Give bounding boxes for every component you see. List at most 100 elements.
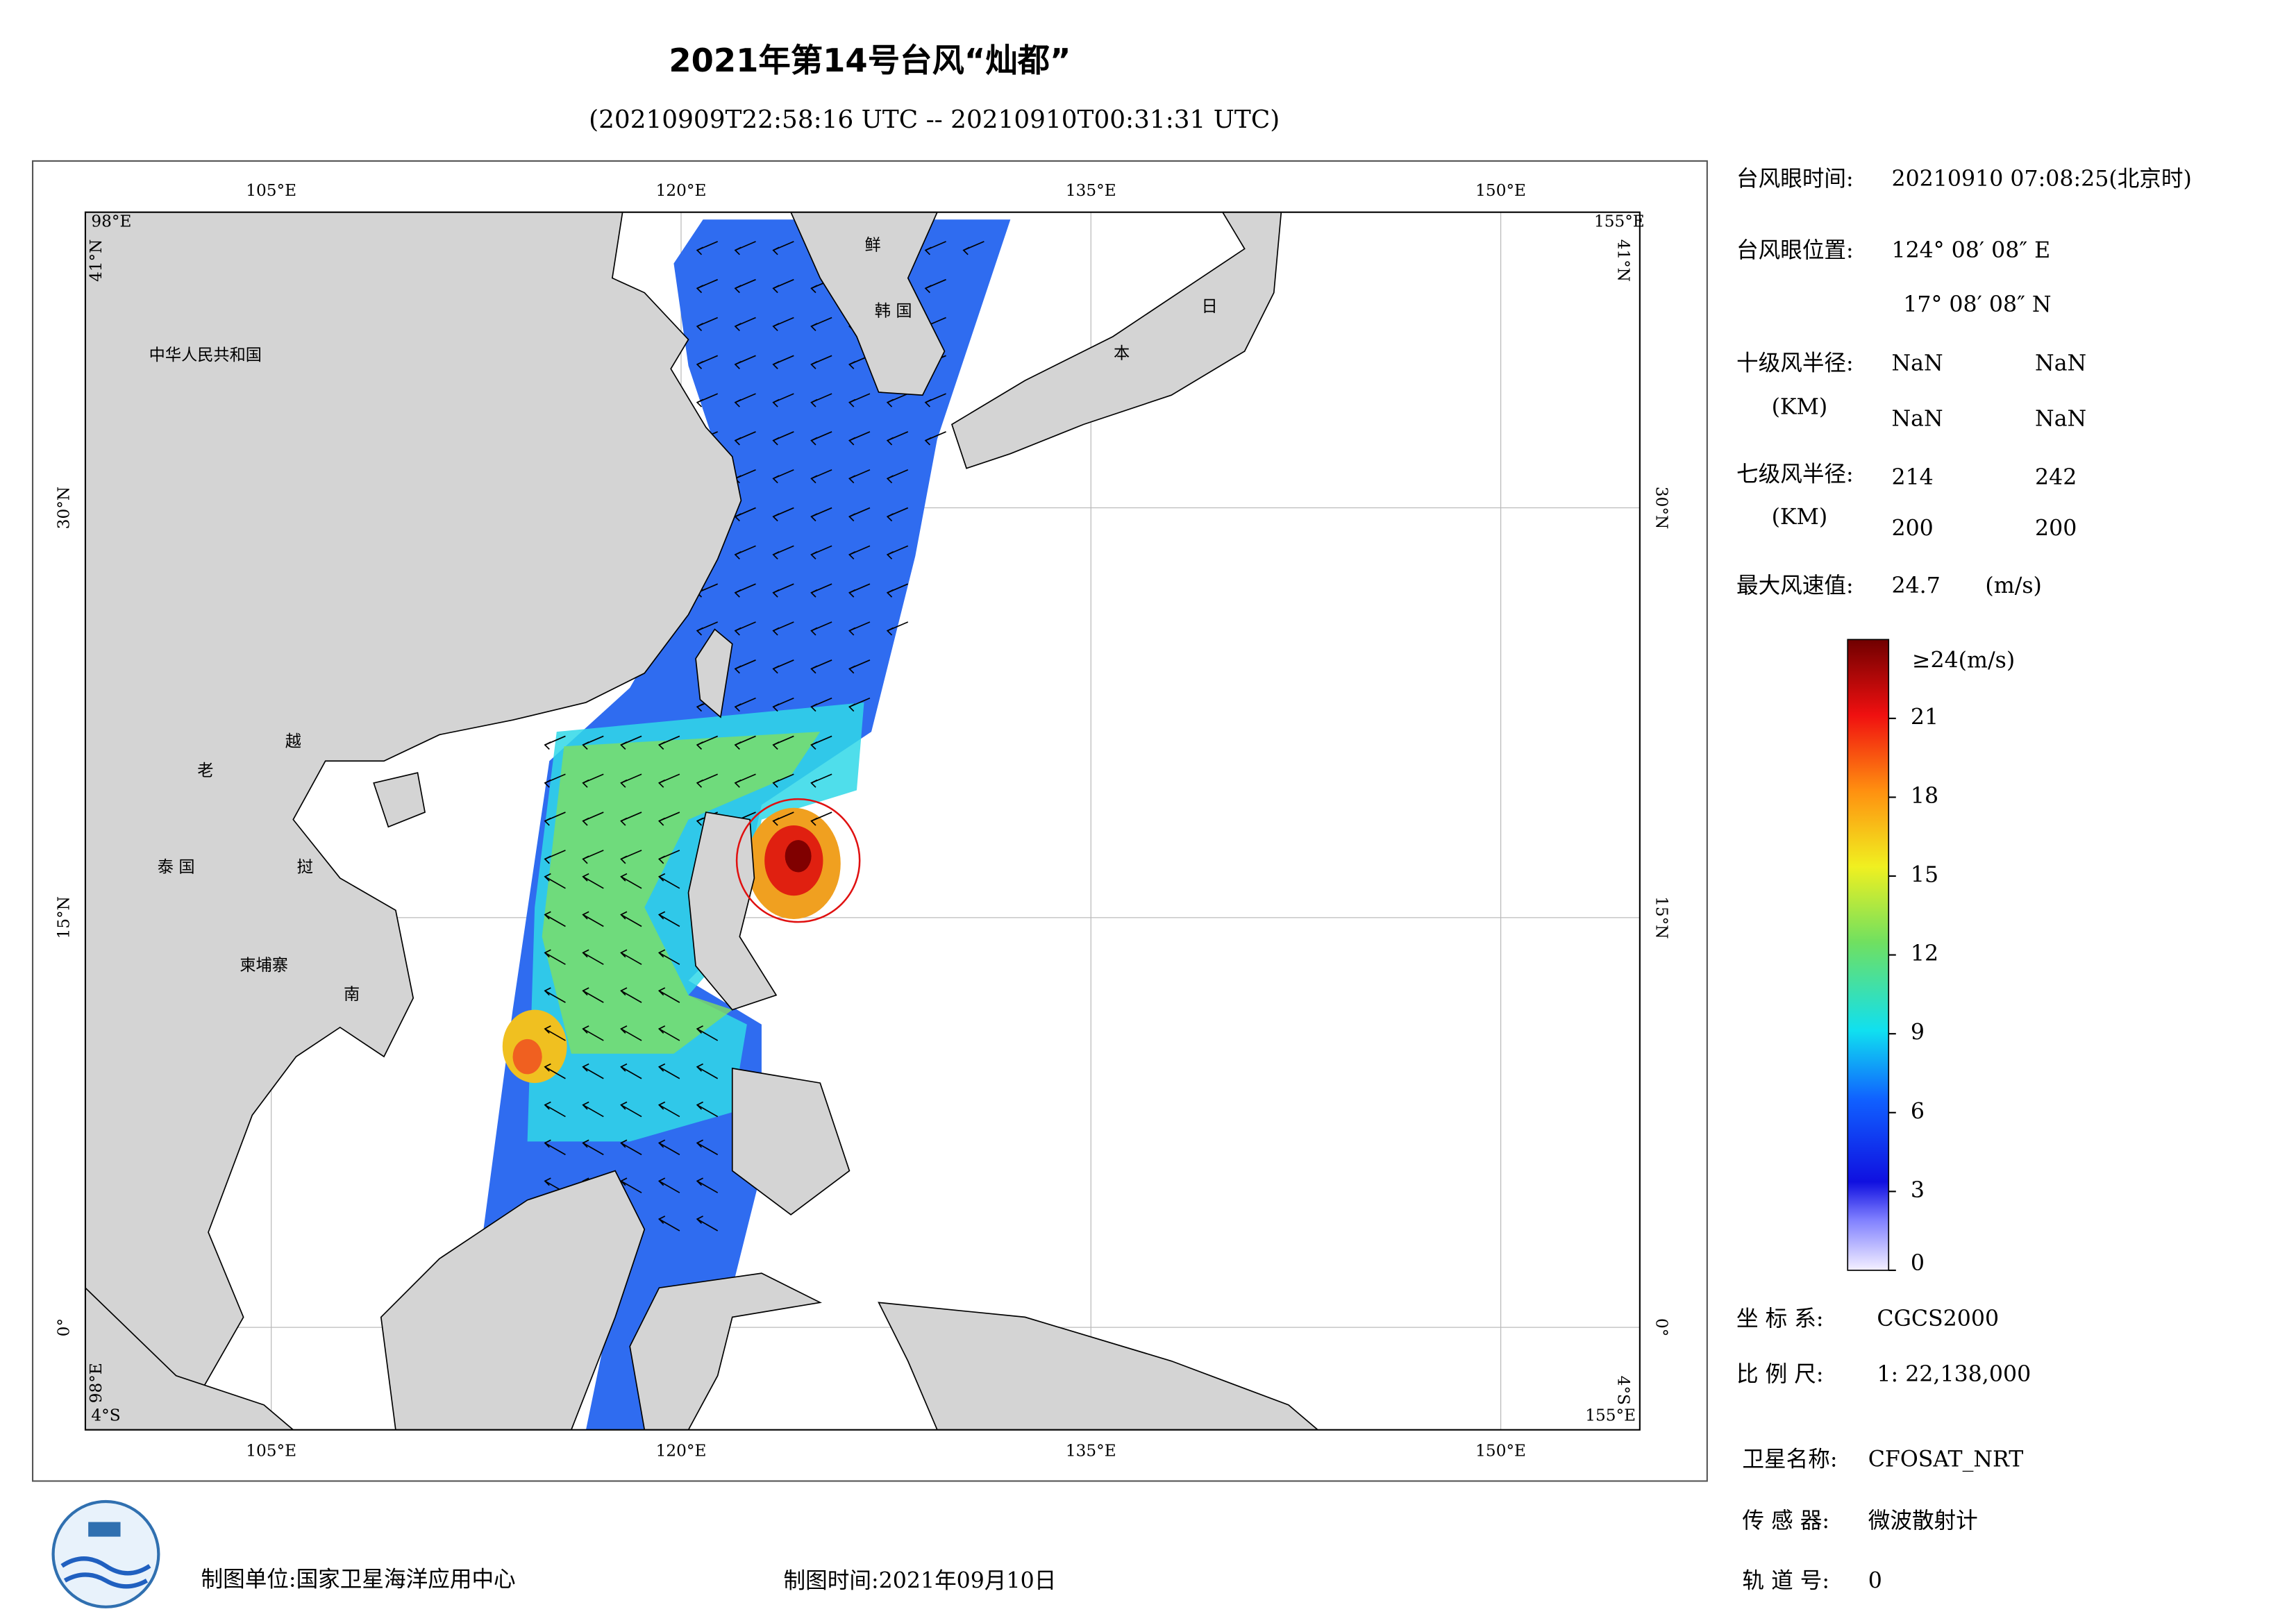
wind-arrow-head	[734, 627, 741, 636]
wind-arrow-head	[848, 665, 856, 674]
colorbar-tick-label: 6	[1911, 1099, 1925, 1124]
place-label: 老	[197, 762, 213, 780]
wind-arrow-head	[772, 779, 780, 788]
wind-patch	[512, 1038, 542, 1075]
wind-arrow-head	[657, 1216, 666, 1225]
wind-arrow-head	[886, 475, 894, 484]
wind-arrow-head	[810, 475, 818, 484]
place-label: 本	[1114, 344, 1130, 363]
wind-arrow-head	[734, 246, 741, 255]
wind-arrow-head	[810, 437, 818, 446]
wind-arrow-head	[620, 949, 628, 958]
lon-label: 120°E	[656, 181, 707, 200]
lon-label: 135°E	[1066, 1441, 1116, 1460]
meta-panel: 坐 标 系: CGCS2000 比 例 尺: 1: 22,138,000 卫星名…	[1736, 1306, 2031, 1593]
wind-arrow-head	[582, 817, 589, 826]
wind-arrow-head	[848, 589, 856, 598]
meta-label: 比 例 尺:	[1736, 1362, 1824, 1387]
land-japan	[950, 212, 1282, 469]
wind-arrow	[544, 990, 566, 1003]
wind-arrow-head	[772, 285, 780, 294]
wind-arrow-head	[696, 627, 703, 636]
wind-arrow-head	[544, 855, 551, 864]
wind-arrow-head	[620, 741, 628, 750]
lon-label: 135°E	[1066, 181, 1116, 200]
wind-arrow-head	[544, 987, 551, 996]
wind-arrow	[621, 1180, 642, 1193]
wind-arrow-head	[696, 1101, 703, 1110]
meta-value: CFOSAT_NRT	[1868, 1447, 2024, 1472]
place-label: 挝	[297, 858, 313, 877]
wind-arrow-head	[657, 741, 666, 750]
wind-arrow-head	[620, 1025, 628, 1034]
footer-date: 制图时间:2021年09月10日	[784, 1568, 1057, 1593]
wind-arrow-head	[734, 589, 741, 598]
wind-arrow-head	[772, 437, 780, 446]
wind-arrow-head	[772, 703, 780, 712]
info-unit: (KM)	[1772, 395, 1828, 420]
wind-arrow-head	[544, 741, 551, 750]
colorbar-tick-label: 3	[1911, 1178, 1925, 1203]
wind-arrow-head	[810, 627, 818, 636]
meta-value: 1: 22,138,000	[1877, 1362, 2031, 1387]
wind-arrow-head	[810, 817, 818, 826]
wind-arrow	[621, 1028, 642, 1041]
wind-arrow	[658, 1066, 680, 1079]
lat-label: 30°N	[54, 487, 73, 529]
wind-arrow-head	[772, 817, 780, 826]
wind-arrow-head	[810, 285, 818, 294]
info-value: NaN	[1891, 407, 1943, 432]
corner-label: 98°E	[87, 1363, 106, 1403]
wind-arrow-head	[696, 817, 703, 826]
place-label: 柬埔寨	[240, 956, 288, 975]
wind-arrow	[544, 1142, 566, 1156]
corner-label: 4°S	[1614, 1376, 1633, 1405]
corner-label: 155°E	[1594, 212, 1645, 230]
info-value: 200	[1891, 516, 1933, 541]
wind-arrow-head	[620, 911, 628, 920]
info-label: 台风眼位置:	[1736, 238, 1854, 263]
wind-arrow-head	[582, 911, 589, 920]
place-label: 鲜	[865, 236, 881, 255]
corner-label: 41°N	[87, 239, 106, 282]
wind-arrow	[544, 1066, 566, 1079]
meta-label: 坐 标 系:	[1736, 1306, 1824, 1331]
corner-label: 155°E	[1585, 1406, 1636, 1425]
colorbar-tick-label: 12	[1911, 941, 1938, 966]
info-value: NaN	[1891, 351, 1943, 376]
wind-arrow-head	[696, 1063, 703, 1072]
wind-arrow-head	[772, 398, 780, 407]
lon-label: 150°E	[1475, 181, 1526, 200]
wind-arrow	[583, 1066, 604, 1079]
wind-arrow-head	[696, 285, 703, 294]
wind-arrow-head	[924, 437, 932, 446]
wind-arrow-head	[886, 551, 894, 560]
wind-arrow	[583, 914, 604, 927]
wind-arrow	[583, 990, 604, 1003]
wind-arrow-head	[657, 1025, 666, 1034]
wind-arrow-head	[924, 398, 932, 407]
land-malay	[85, 1287, 294, 1430]
wind-arrow-head	[582, 779, 589, 788]
wind-arrow	[583, 952, 604, 966]
land-newguinea	[878, 1302, 1319, 1430]
wind-arrow-head	[772, 513, 780, 522]
meta-label: 卫星名称:	[1742, 1447, 1837, 1472]
wind-arrow	[696, 1066, 719, 1079]
wind-arrow-head	[657, 817, 666, 826]
wind-arrow-head	[544, 1139, 551, 1148]
wind-arrow-head	[696, 360, 703, 369]
wind-arrow	[621, 952, 642, 966]
wind-arrow-head	[582, 873, 589, 882]
wind-arrow-head	[734, 551, 741, 560]
wind-arrow	[544, 914, 566, 927]
wind-arrow-head	[696, 398, 703, 407]
wind-arrow-head	[772, 665, 780, 674]
colorbar-tick-label: 15	[1911, 863, 1938, 888]
info-unit: (m/s)	[1985, 573, 2042, 598]
wind-arrow-head	[886, 513, 894, 522]
wind-arrow	[696, 1028, 719, 1041]
meta-value: CGCS2000	[1877, 1306, 1999, 1331]
wind-arrow-head	[810, 513, 818, 522]
wind-arrow-head	[924, 285, 932, 294]
